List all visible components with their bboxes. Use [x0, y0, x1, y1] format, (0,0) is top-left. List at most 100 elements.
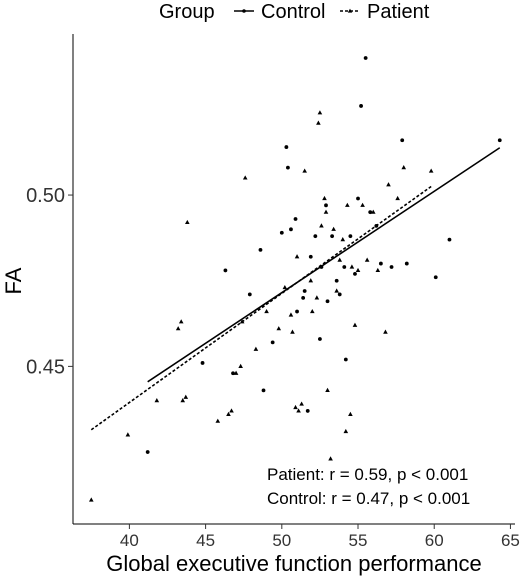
point-patient: [364, 257, 370, 262]
point-patient: [334, 288, 339, 293]
point-patient: [349, 264, 355, 269]
point-patient: [276, 326, 282, 331]
point-patient: [428, 168, 434, 173]
point-control: [145, 450, 150, 454]
point-control: [330, 234, 335, 239]
point-control: [319, 265, 324, 269]
x-ticks: 40 45 50 55 60 65: [120, 524, 520, 550]
point-control: [223, 268, 228, 273]
point-patient: [253, 346, 259, 351]
point-patient: [370, 209, 376, 214]
point-patient: [360, 202, 365, 207]
point-patient: [331, 226, 336, 231]
point-patient: [328, 456, 333, 461]
point-control: [497, 138, 502, 143]
point-control: [247, 292, 252, 297]
point-patient: [317, 110, 323, 115]
y-axis-title: FA: [1, 267, 26, 294]
point-patient: [293, 404, 298, 410]
point-patient: [226, 411, 231, 416]
x-axis-title: Global executive function performance: [106, 551, 481, 576]
point-control: [313, 234, 318, 239]
point-patient: [319, 223, 324, 228]
y-tick-label: 0.50: [26, 185, 65, 207]
x-tick-label: 55: [349, 531, 368, 550]
point-patient: [395, 195, 400, 201]
point-patient: [288, 312, 294, 317]
point-control: [359, 104, 363, 108]
point-patient: [294, 254, 300, 259]
y-ticks: 0.45 0.50: [26, 185, 73, 378]
point-control: [302, 289, 307, 293]
annotation-patient: Patient: r = 0.59, p < 0.001: [267, 465, 468, 484]
point-control: [433, 275, 438, 280]
point-patient: [309, 308, 315, 314]
fit-line-control: [147, 147, 501, 383]
point-control: [295, 309, 299, 314]
point-patient: [340, 236, 346, 242]
point-control: [200, 361, 205, 365]
point-control: [404, 261, 409, 266]
point-control: [368, 210, 373, 215]
legend-label-control: Control: [261, 1, 325, 23]
point-patient: [322, 195, 327, 201]
data-points: [88, 56, 502, 502]
point-control: [308, 254, 313, 259]
point-patient: [314, 295, 320, 300]
point-patient: [386, 182, 391, 187]
point-control: [356, 196, 360, 201]
point-control: [231, 371, 235, 376]
point-patient: [175, 326, 181, 331]
x-tick-label: 60: [425, 531, 444, 550]
point-patient: [383, 329, 388, 334]
point-patient: [308, 278, 314, 283]
legend: Group Control Patient: [159, 1, 430, 23]
fit-line-patient: [90, 185, 432, 431]
point-control: [325, 299, 330, 304]
x-tick-label: 65: [501, 531, 520, 550]
point-control: [353, 271, 357, 276]
point-control: [363, 56, 368, 60]
point-control: [342, 265, 347, 269]
point-patient: [239, 319, 245, 324]
legend-key-patient-marker: [347, 8, 353, 13]
point-patient: [125, 432, 131, 437]
point-control: [305, 409, 310, 413]
point-patient: [183, 394, 189, 399]
point-control: [374, 223, 379, 228]
point-control: [279, 230, 284, 235]
point-control: [301, 295, 306, 300]
point-patient: [88, 497, 94, 502]
x-tick-label: 40: [120, 531, 139, 550]
point-patient: [180, 398, 186, 403]
point-patient: [296, 408, 301, 413]
point-patient: [375, 267, 381, 273]
point-control: [343, 357, 348, 362]
point-patient: [238, 363, 243, 368]
point-patient: [242, 175, 248, 180]
fit-lines: [90, 147, 501, 431]
point-patient: [233, 370, 239, 375]
point-control: [318, 337, 322, 341]
point-patient: [282, 284, 288, 290]
point-control: [270, 340, 275, 345]
point-control: [337, 292, 342, 297]
point-control: [334, 278, 339, 283]
point-patient: [229, 408, 234, 413]
point-control: [447, 237, 452, 242]
y-tick-label: 0.45: [26, 356, 65, 378]
point-control: [324, 203, 328, 208]
point-control: [284, 145, 289, 149]
point-control: [293, 217, 298, 221]
point-patient: [348, 411, 353, 416]
point-patient: [215, 418, 221, 423]
point-control: [261, 388, 266, 393]
point-patient: [352, 322, 358, 327]
x-tick-label: 45: [196, 531, 215, 550]
point-patient: [264, 308, 269, 314]
point-patient: [325, 387, 330, 392]
point-control: [289, 227, 293, 232]
point-patient: [337, 257, 343, 262]
legend-title: Group: [159, 1, 215, 23]
